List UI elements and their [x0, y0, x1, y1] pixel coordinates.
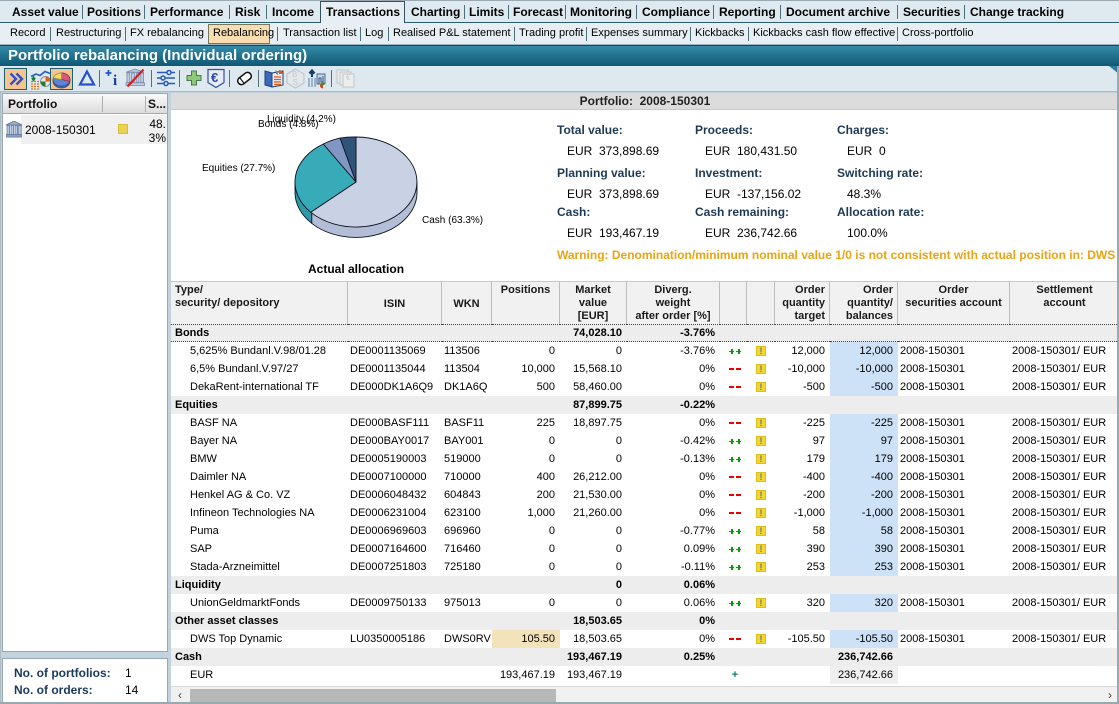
svg-text:i: i [113, 73, 117, 88]
svg-text:B: B [292, 70, 297, 79]
svg-text:€: € [211, 70, 218, 85]
svg-text:S: S [293, 78, 298, 87]
svg-text:€: € [346, 73, 351, 82]
